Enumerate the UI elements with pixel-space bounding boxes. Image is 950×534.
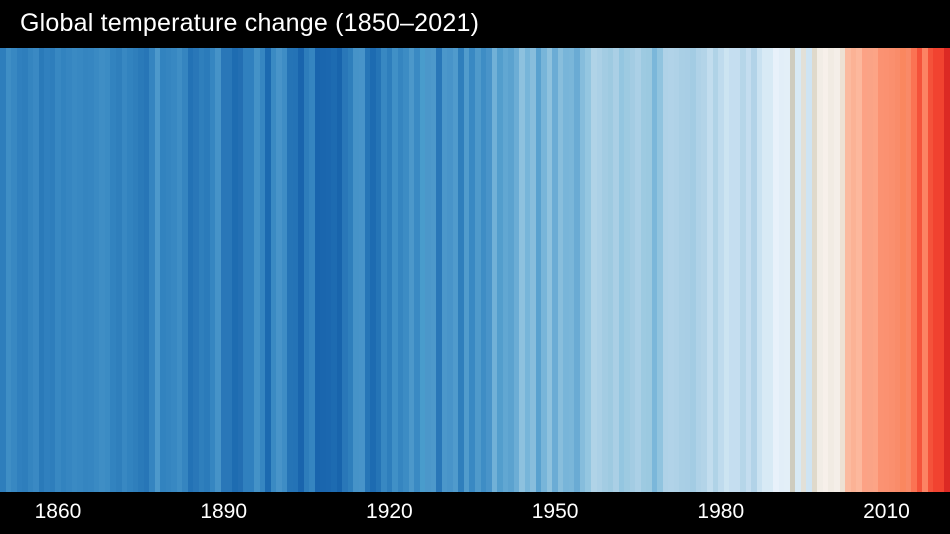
axis-label-2010: 2010 (863, 500, 910, 524)
warming-stripes (0, 48, 950, 492)
year-axis: 1860 1890 1920 1950 1980 2010 (0, 492, 950, 534)
axis-label-1860: 1860 (35, 500, 82, 524)
axis-label-1920: 1920 (366, 500, 413, 524)
axis-label-1950: 1950 (532, 500, 579, 524)
chart-title: Global temperature change (1850–2021) (20, 9, 479, 38)
axis-label-1890: 1890 (200, 500, 247, 524)
stripe-year-2021 (944, 48, 950, 492)
axis-label-1980: 1980 (697, 500, 744, 524)
chart-frame: Global temperature change (1850–2021) 18… (0, 0, 950, 534)
